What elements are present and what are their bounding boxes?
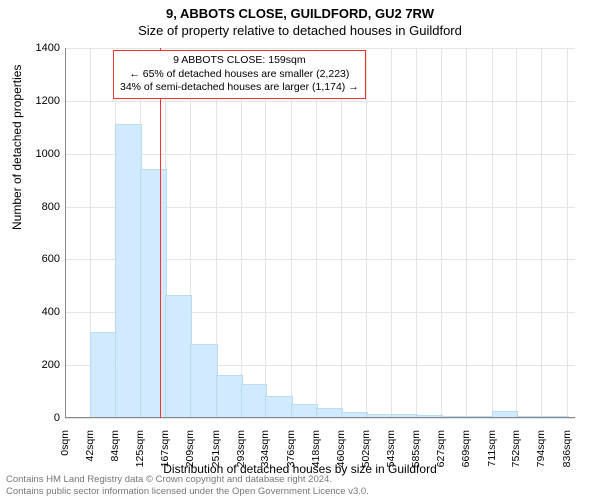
x-axis-line: [65, 417, 575, 418]
gridline-h: [65, 418, 575, 419]
x-tick-label: 711sqm: [486, 430, 498, 490]
property-callout: 9 ABBOTS CLOSE: 159sqm← 65% of detached …: [113, 50, 366, 99]
title-address: 9, ABBOTS CLOSE, GUILDFORD, GU2 7RW: [0, 0, 600, 21]
y-axis-line: [65, 48, 66, 418]
x-tick-label: 293sqm: [235, 430, 247, 490]
x-tick-label: 460sqm: [335, 430, 347, 490]
gridline-h: [65, 101, 575, 102]
gridline-v: [466, 48, 467, 418]
x-tick-label: 752sqm: [510, 430, 522, 490]
histogram-bar: [115, 124, 142, 418]
histogram-bar: [165, 295, 192, 418]
y-tick-label: 200: [10, 359, 60, 371]
gridline-v: [291, 48, 292, 418]
callout-line: ← 65% of detached houses are smaller (2,…: [120, 68, 359, 82]
gridline-v: [366, 48, 367, 418]
x-tick-label: 836sqm: [561, 430, 573, 490]
y-tick-label: 1200: [10, 95, 60, 107]
gridline-v: [416, 48, 417, 418]
histogram-bar: [90, 332, 117, 418]
y-tick-label: 800: [10, 201, 60, 213]
x-tick-label: 84sqm: [109, 430, 121, 490]
x-tick-label: 669sqm: [460, 430, 472, 490]
gridline-v: [441, 48, 442, 418]
x-tick-label: 125sqm: [134, 430, 146, 490]
gridline-v: [316, 48, 317, 418]
histogram-bar: [140, 169, 167, 418]
callout-line: 34% of semi-detached houses are larger (…: [120, 81, 359, 95]
x-tick-label: 418sqm: [310, 430, 322, 490]
y-tick-label: 1400: [10, 42, 60, 54]
x-tick-label: 42sqm: [84, 430, 96, 490]
gridline-h: [65, 48, 575, 49]
gridline-v: [492, 48, 493, 418]
y-tick-label: 1000: [10, 148, 60, 160]
x-tick-label: 0sqm: [59, 430, 71, 490]
histogram-bar: [241, 384, 268, 418]
histogram-bar: [190, 344, 217, 418]
title-subtitle: Size of property relative to detached ho…: [0, 21, 600, 38]
y-tick-label: 0: [10, 412, 60, 424]
x-tick-label: 543sqm: [385, 430, 397, 490]
y-tick-label: 400: [10, 306, 60, 318]
x-tick-label: 585sqm: [410, 430, 422, 490]
callout-line: 9 ABBOTS CLOSE: 159sqm: [120, 54, 359, 68]
property-marker-line: [160, 48, 161, 418]
histogram-bar: [291, 404, 318, 418]
x-tick-label: 209sqm: [184, 430, 196, 490]
x-tick-label: 376sqm: [285, 430, 297, 490]
histogram-plot: 9 ABBOTS CLOSE: 159sqm← 65% of detached …: [65, 48, 575, 418]
gridline-v: [341, 48, 342, 418]
gridline-v: [516, 48, 517, 418]
histogram-bar: [216, 375, 243, 418]
gridline-v: [265, 48, 266, 418]
gridline-v: [241, 48, 242, 418]
histogram-bar: [265, 396, 292, 418]
x-tick-label: 251sqm: [210, 430, 222, 490]
gridline-v: [541, 48, 542, 418]
gridline-v: [567, 48, 568, 418]
y-tick-label: 600: [10, 253, 60, 265]
gridline-v: [391, 48, 392, 418]
x-tick-label: 502sqm: [360, 430, 372, 490]
x-tick-label: 167sqm: [159, 430, 171, 490]
x-tick-label: 627sqm: [435, 430, 447, 490]
x-tick-label: 794sqm: [535, 430, 547, 490]
x-tick-label: 334sqm: [259, 430, 271, 490]
